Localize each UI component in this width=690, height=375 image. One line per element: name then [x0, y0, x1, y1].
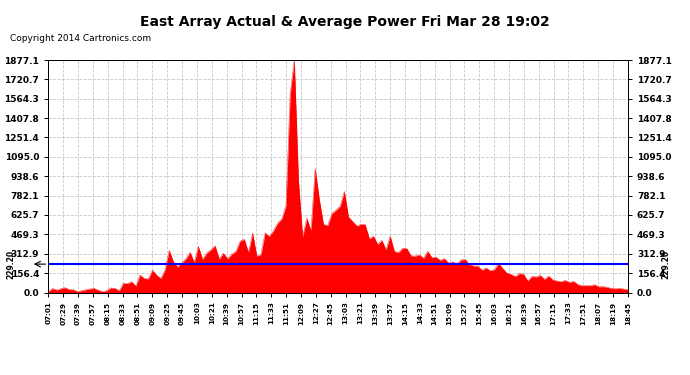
- Text: 229.20: 229.20: [661, 249, 670, 279]
- Text: East Array Actual & Average Power Fri Mar 28 19:02: East Array Actual & Average Power Fri Ma…: [140, 15, 550, 29]
- Text: 229.20: 229.20: [6, 249, 15, 279]
- Text: Copyright 2014 Cartronics.com: Copyright 2014 Cartronics.com: [10, 34, 152, 43]
